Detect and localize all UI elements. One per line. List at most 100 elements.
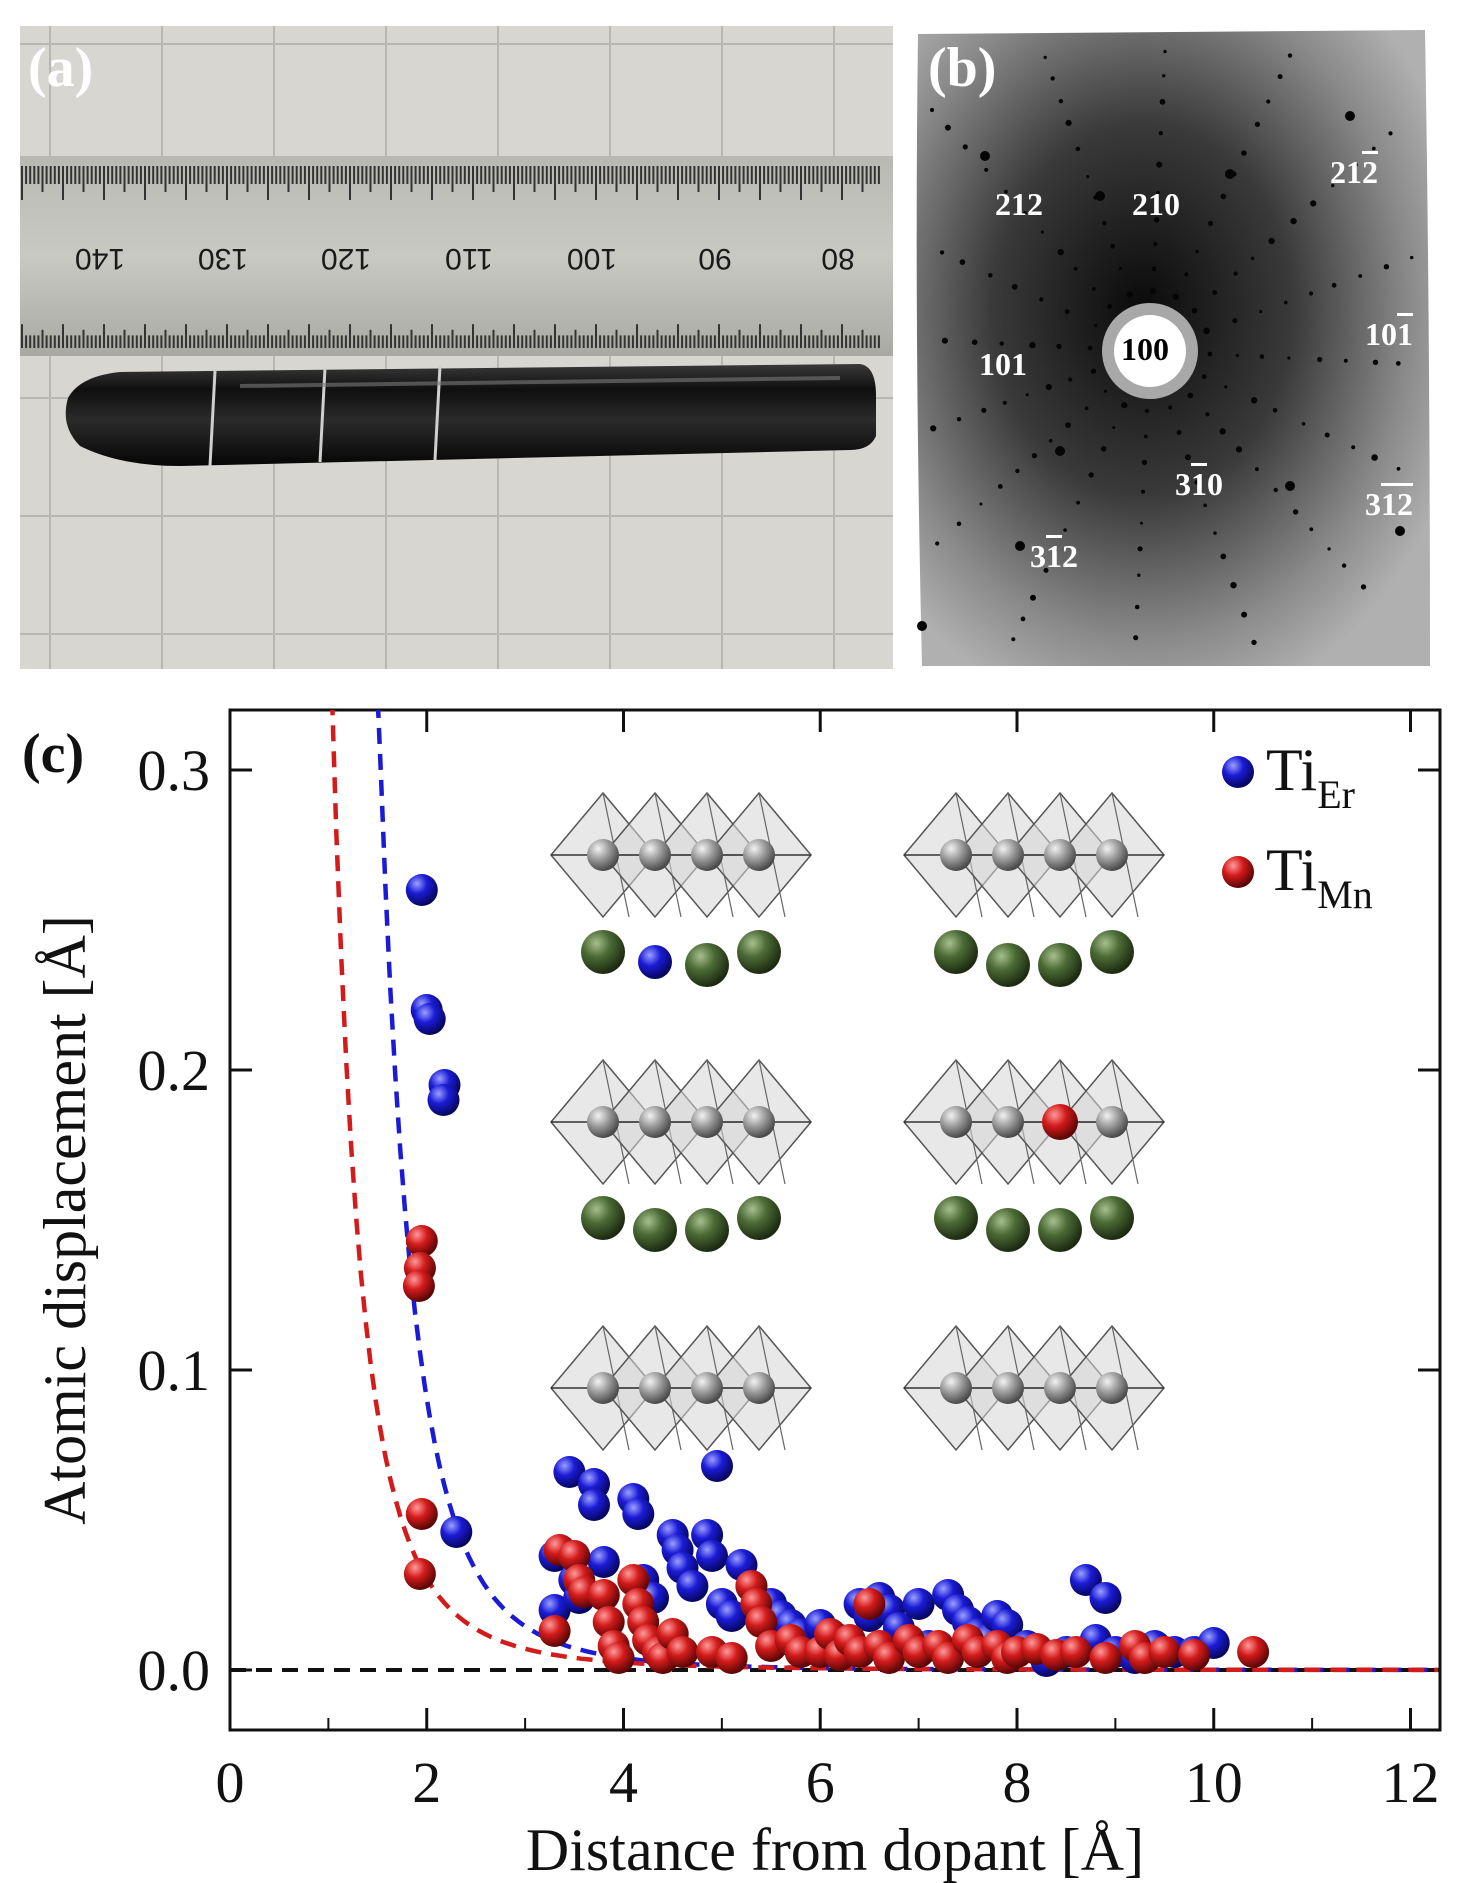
laue-spot [1020,616,1026,622]
er-atom [1038,1208,1082,1252]
laue-spot [1102,220,1107,226]
laue-index-label: 100 [1121,331,1169,367]
er-atom [934,1196,978,1240]
er-atom [685,1208,729,1252]
x-tick-label: 12 [1381,1750,1439,1815]
laue-spot [1331,282,1337,288]
y-tick-label: 0.0 [138,1638,211,1703]
ti-mn-point [1060,1636,1092,1668]
laue-spot [1371,454,1378,461]
laue-spot [1301,422,1306,426]
laue-spot [980,151,990,161]
laue-spot [1073,266,1078,271]
er-atom [1038,943,1082,987]
ti-er-point [440,1516,473,1548]
er-atom [737,1196,781,1240]
laue-spot [944,124,951,131]
laue-spot [1290,217,1297,225]
ti-er-point [696,1540,728,1572]
laue-spot [1225,169,1235,179]
laue-spot [1043,567,1049,573]
mn-atom [940,1372,972,1404]
mn-atom [743,1106,775,1138]
laue-index-label: 101 [979,346,1027,382]
laue-spot [1126,291,1133,298]
laue-spot [1057,249,1064,256]
panel-a-label: (a) [28,37,94,99]
er-atom [737,930,781,974]
laue-spot [1137,573,1141,577]
laue-spot [1191,307,1198,314]
laue-spot [1353,162,1358,167]
laue-spot [1056,343,1062,350]
laue-spot [1230,582,1237,589]
er-atom [581,930,625,974]
ti-er-point [715,1600,748,1632]
mn-atom [639,1106,671,1138]
x-tick-label: 2 [412,1750,441,1815]
laue-spot [1141,489,1145,494]
ti-er-point [701,1450,733,1482]
laue-spot [1015,468,1020,474]
laue-spot [1272,408,1278,413]
laue-spot [1063,528,1067,532]
y-axis-title: Atomic displacement [Å] [32,915,98,1525]
laue-spot [1327,547,1331,551]
laue-spot [1015,541,1025,551]
laue-spot [1141,459,1148,466]
panel-c-label: (c) [22,723,84,785]
ruler-number: 80 [821,242,854,275]
er-atom [986,943,1030,987]
laue-spot [1011,283,1018,290]
laue-spot [1241,611,1248,618]
laue-spot [1317,356,1323,363]
laue-spot [1172,293,1179,300]
laue-spot [1030,594,1036,601]
laue-spot [1137,546,1143,552]
legend-marker [1222,756,1254,788]
laue-spot [930,425,937,432]
laue-spot [1029,341,1036,349]
laue-spot [979,502,983,506]
mn-atom [940,839,972,871]
ti-mn-point [558,1540,591,1572]
ti-mn-point [853,1588,886,1620]
laue-spot [1144,408,1150,413]
laue-spot [1065,422,1071,428]
mn-atom [1044,1372,1076,1404]
mn-atom [1042,1104,1078,1140]
y-tick-label: 0.1 [138,1338,211,1403]
laue-spot [1053,548,1058,552]
laue-spot [1084,406,1089,411]
laue-index-label: 212 [995,186,1043,222]
ti-mn-point [538,1615,571,1647]
ruler-number: 100 [567,242,617,275]
laue-spot [1040,230,1044,234]
laue-spot [1205,412,1210,417]
laue-spot [1092,287,1096,291]
mn-atom [992,1106,1024,1138]
mn-atom [639,1372,671,1404]
plot-frame [228,708,1442,1732]
legend-marker [1222,856,1254,888]
laue-spot [988,273,993,278]
laue-spot [1207,220,1214,226]
mn-atom [691,1106,723,1138]
laue-spot [917,621,927,631]
ti-er-point [676,1570,709,1602]
laue-spot [1277,74,1283,80]
er-atom [934,930,978,974]
laue-spot [1107,303,1113,310]
laue-spot [1233,271,1238,276]
laue-spot [1139,521,1143,525]
laue-spot [1100,446,1107,452]
ti-er-point [622,1498,655,1530]
laue-spot [1088,472,1094,478]
laue-spot [941,337,948,344]
laue-spot [1203,327,1210,335]
laue-spot [1219,428,1226,435]
er-atom [1090,1196,1134,1240]
ti-mn-fit-curve [330,710,1438,1673]
laue-spot [1372,359,1379,365]
mn-atom [691,839,723,871]
